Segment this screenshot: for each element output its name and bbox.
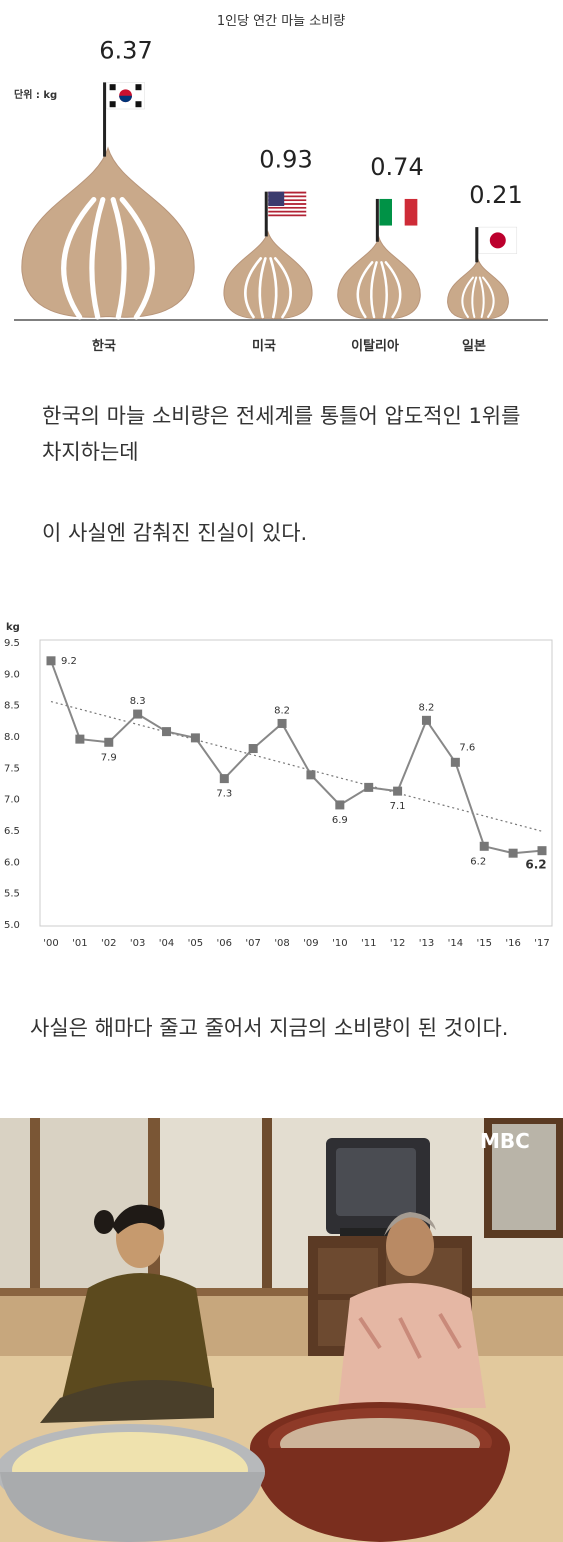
value-label-0: 6.37 bbox=[99, 36, 152, 64]
japan-flag-icon bbox=[478, 226, 518, 254]
x-tick-5: '05 bbox=[188, 938, 203, 949]
garlic-bulb-1 bbox=[223, 230, 313, 320]
tv-still-photo: MBC bbox=[0, 1118, 563, 1542]
point-0 bbox=[46, 656, 56, 666]
point-6 bbox=[219, 774, 229, 784]
point-10 bbox=[335, 800, 345, 810]
x-tick-16: '16 bbox=[505, 938, 520, 949]
chart-title: 1인당 연간 마늘 소비량 bbox=[217, 14, 345, 29]
x-tick-14: '14 bbox=[448, 938, 463, 949]
data-label-8: 8.2 bbox=[274, 705, 290, 716]
data-label-2: 7.9 bbox=[101, 752, 117, 763]
point-2 bbox=[104, 737, 114, 747]
point-7 bbox=[248, 744, 258, 754]
y-tick-5: 7.0 bbox=[4, 795, 20, 806]
x-tick-11: '11 bbox=[361, 938, 376, 949]
x-tick-12: '12 bbox=[390, 938, 405, 949]
garlic-bulb-2 bbox=[337, 235, 421, 320]
y-axis-label: kg bbox=[6, 622, 20, 633]
unit-label: 단위 : kg bbox=[14, 88, 57, 101]
value-label-1: 0.93 bbox=[259, 146, 312, 174]
data-label-10: 6.9 bbox=[332, 815, 348, 826]
point-8 bbox=[277, 718, 287, 728]
x-tick-6: '06 bbox=[217, 938, 232, 949]
x-tick-13: '13 bbox=[419, 938, 434, 949]
data-label-13: 8.2 bbox=[419, 702, 435, 713]
data-label-3: 8.3 bbox=[130, 696, 146, 707]
point-4 bbox=[162, 727, 172, 737]
data-label-6: 7.3 bbox=[216, 789, 232, 800]
plot-frame bbox=[39, 639, 553, 927]
value-label-2: 0.74 bbox=[370, 153, 423, 181]
point-1 bbox=[75, 734, 85, 744]
tv-still-svg: MBC bbox=[0, 1118, 563, 1542]
x-tick-8: '08 bbox=[274, 938, 289, 949]
point-15 bbox=[479, 841, 489, 851]
x-tick-17: '17 bbox=[534, 938, 549, 949]
italy-flag-icon bbox=[379, 198, 418, 226]
brown-basin-garlic bbox=[250, 1402, 510, 1542]
value-label-3: 0.21 bbox=[469, 181, 522, 209]
garlic-bar-1 bbox=[223, 191, 313, 320]
y-tick-7: 6.0 bbox=[4, 857, 20, 868]
series-line bbox=[50, 660, 543, 855]
x-tick-2: '02 bbox=[101, 938, 116, 949]
x-tick-7: '07 bbox=[245, 938, 260, 949]
point-13 bbox=[421, 715, 431, 725]
hidden-truth-paragraph: 이 사실엔 감춰진 진실이 있다. bbox=[42, 521, 308, 545]
yearly-consumption-chart: kg 9.5 9.0 8.5 8.0 7.5 7.0 6.5 6.0 5.5 5.0 '00 '01 '0… bbox=[0, 618, 563, 960]
television-icon bbox=[326, 1138, 430, 1236]
x-tick-1: '01 bbox=[72, 938, 87, 949]
y-tick-9: 5.0 bbox=[4, 920, 20, 931]
point-3 bbox=[133, 709, 143, 719]
data-label-17: 6.2 bbox=[525, 858, 546, 872]
garlic-bar-3 bbox=[447, 226, 518, 320]
data-label-15: 6.2 bbox=[470, 856, 486, 867]
korea-flag-icon bbox=[106, 82, 145, 110]
y-tick-4: 7.5 bbox=[4, 763, 20, 774]
y-tick-1: 9.0 bbox=[4, 669, 20, 680]
usa-flag-icon bbox=[268, 191, 307, 219]
x-tick-10: '10 bbox=[332, 938, 347, 949]
data-label-12: 7.1 bbox=[390, 801, 406, 812]
category-label-3: 일본 bbox=[462, 339, 486, 354]
category-label-1: 미국 bbox=[252, 338, 276, 354]
yearly-consumption-svg: kg 9.5 9.0 8.5 8.0 7.5 7.0 6.5 6.0 5.5 5.0 '00 '01 '0… bbox=[4, 622, 553, 949]
point-14 bbox=[450, 757, 460, 767]
x-tick-15: '15 bbox=[476, 938, 491, 949]
intro-paragraph: 한국의 마늘 소비량은 전세계를 통틀어 압도적인 1위를 차지하는데 bbox=[42, 404, 521, 464]
point-17 bbox=[537, 846, 547, 856]
garlic-bulb-3 bbox=[447, 257, 509, 320]
silver-bowl-peeled-garlic bbox=[0, 1424, 265, 1542]
y-tick-3: 8.0 bbox=[4, 732, 20, 743]
y-tick-8: 5.5 bbox=[4, 889, 20, 900]
point-5 bbox=[190, 733, 200, 743]
category-label-0: 한국 bbox=[92, 338, 116, 354]
elderly-woman-right-icon bbox=[338, 1212, 486, 1408]
garlic-bulb-0 bbox=[21, 146, 195, 318]
point-9 bbox=[306, 770, 316, 780]
x-tick-0: '00 bbox=[43, 938, 58, 949]
y-tick-0: 9.5 bbox=[4, 638, 20, 649]
y-tick-2: 8.5 bbox=[4, 701, 20, 712]
point-11 bbox=[364, 782, 374, 792]
point-12 bbox=[393, 786, 403, 796]
garlic-bar-0 bbox=[21, 82, 195, 320]
point-16 bbox=[508, 848, 518, 858]
decline-paragraph: 사실은 해마다 줄고 줄어서 지금의 소비량이 된 것이다. bbox=[30, 1016, 509, 1040]
data-label-0: 9.2 bbox=[61, 656, 77, 667]
garlic-bar-2 bbox=[337, 198, 421, 320]
y-tick-6: 6.5 bbox=[4, 826, 20, 837]
woman-left-icon bbox=[40, 1204, 214, 1423]
data-label-14: 7.6 bbox=[459, 742, 475, 753]
mirror-icon bbox=[484, 1118, 563, 1238]
category-label-2: 이탈리아 bbox=[351, 338, 399, 354]
mbc-watermark: MBC bbox=[480, 1129, 530, 1153]
x-tick-3: '03 bbox=[130, 938, 145, 949]
x-tick-4: '04 bbox=[159, 938, 174, 949]
x-tick-9: '09 bbox=[303, 938, 318, 949]
